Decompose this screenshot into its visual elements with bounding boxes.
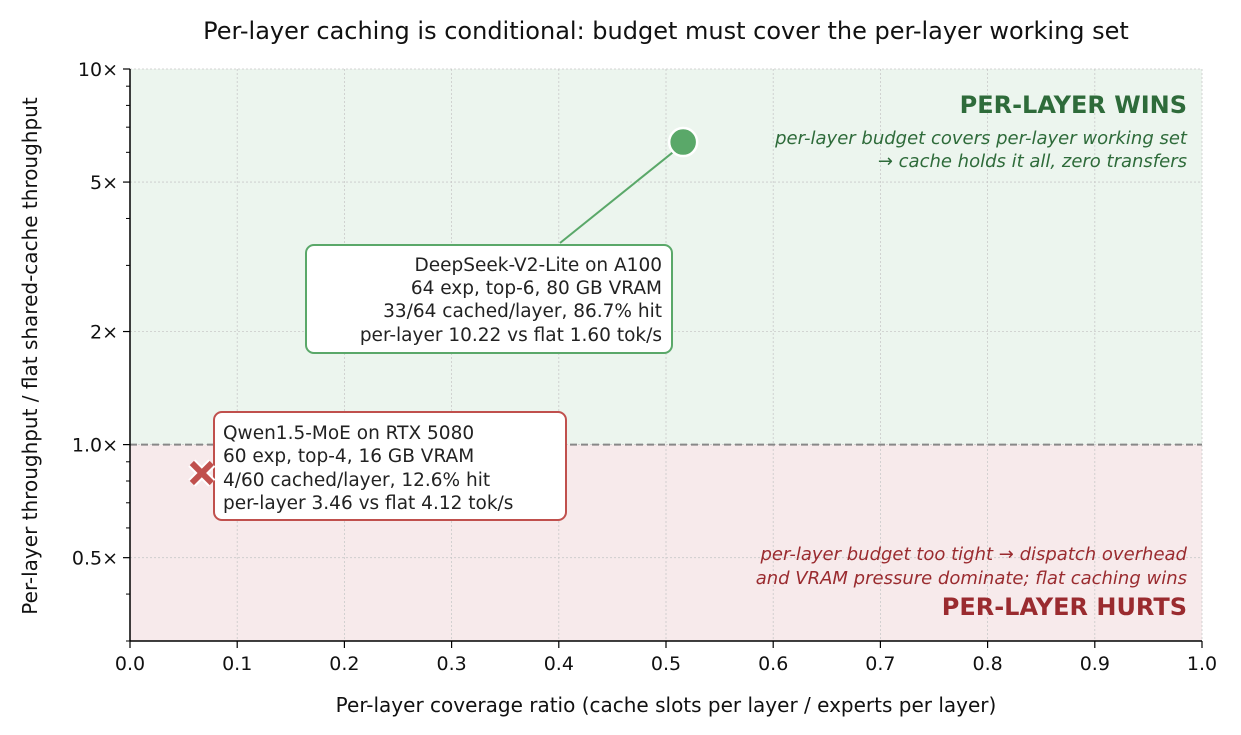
- qwen-annotation-line-1: Qwen1.5-MoE on RTX 5080: [223, 423, 474, 444]
- wins-region-note-line-2: → cache holds it all, zero transfers: [878, 151, 1187, 172]
- wins-region-heading: PER-LAYER WINS: [960, 91, 1187, 119]
- chart-title: Per-layer caching is conditional: budget…: [203, 17, 1129, 45]
- x-tick-label: 0.5: [651, 653, 681, 675]
- y-axis-label: Per-layer throughput / flat shared-cache…: [18, 97, 42, 615]
- x-tick-label: 1.0: [1187, 653, 1217, 675]
- data-points: [188, 126, 699, 487]
- hurts-region-note-line-1: per-layer budget too tight → dispatch ov…: [759, 544, 1187, 565]
- x-axis-label: Per-layer coverage ratio (cache slots pe…: [336, 693, 997, 717]
- y-tick-label: 1.0×: [72, 435, 118, 457]
- y-tick-label: 0.5×: [72, 548, 118, 570]
- x-tick-label: 0.1: [222, 653, 252, 675]
- x-axis-ticks: 0.0 0.1 0.2 0.3 0.4 0.5 0.6 0.7 0.8 0.9 1.0: [115, 641, 1217, 675]
- qwen-annotation-line-3: 4/60 cached/layer, 12.6% hit: [223, 470, 490, 491]
- deepseek-annotation-line-2: 64 exp, top-6, 80 GB VRAM: [411, 278, 662, 299]
- y-tick-label: 2×: [90, 322, 118, 344]
- hurts-region-note-line-2: and VRAM pressure dominate; flat caching…: [756, 568, 1187, 589]
- x-tick-label: 0.4: [544, 653, 574, 675]
- deepseek-annotation-line-1: DeepSeek-V2-Lite on A100: [414, 255, 662, 276]
- x-tick-label: 0.3: [436, 653, 466, 675]
- deepseek-leader-line: [559, 151, 674, 244]
- qwen-point: [188, 459, 216, 487]
- x-tick-label: 0.6: [758, 653, 788, 675]
- x-tick-label: 0.2: [329, 653, 359, 675]
- deepseek-annotation-box: [305, 244, 673, 354]
- x-tick-label: 0.8: [972, 653, 1002, 675]
- deepseek-annotation-line-3: 33/64 cached/layer, 86.7% hit: [383, 301, 662, 322]
- x-tick-label: 0.9: [1080, 653, 1110, 675]
- x-tick-label: 0.7: [865, 653, 895, 675]
- y-axis-ticks: 0.5× 1.0× 2× 5× 10×: [72, 59, 130, 642]
- y-tick-label: 5×: [90, 172, 118, 194]
- hurts-region-heading: PER-LAYER HURTS: [942, 593, 1187, 621]
- qwen-marker-stroke: [189, 460, 214, 486]
- deepseek-point: [667, 126, 699, 158]
- x-tick-label: 0.0: [115, 653, 145, 675]
- qwen-annotation-line-4: per-layer 3.46 vs flat 4.12 tok/s: [223, 493, 513, 514]
- y-tick-label: 10×: [78, 59, 118, 81]
- wins-region-note-line-1: per-layer budget covers per-layer workin…: [774, 128, 1188, 149]
- deepseek-annotation-line-4: per-layer 10.22 vs flat 1.60 tok/s: [360, 325, 662, 346]
- qwen-annotation-line-2: 60 exp, top-4, 16 GB VRAM: [223, 446, 474, 467]
